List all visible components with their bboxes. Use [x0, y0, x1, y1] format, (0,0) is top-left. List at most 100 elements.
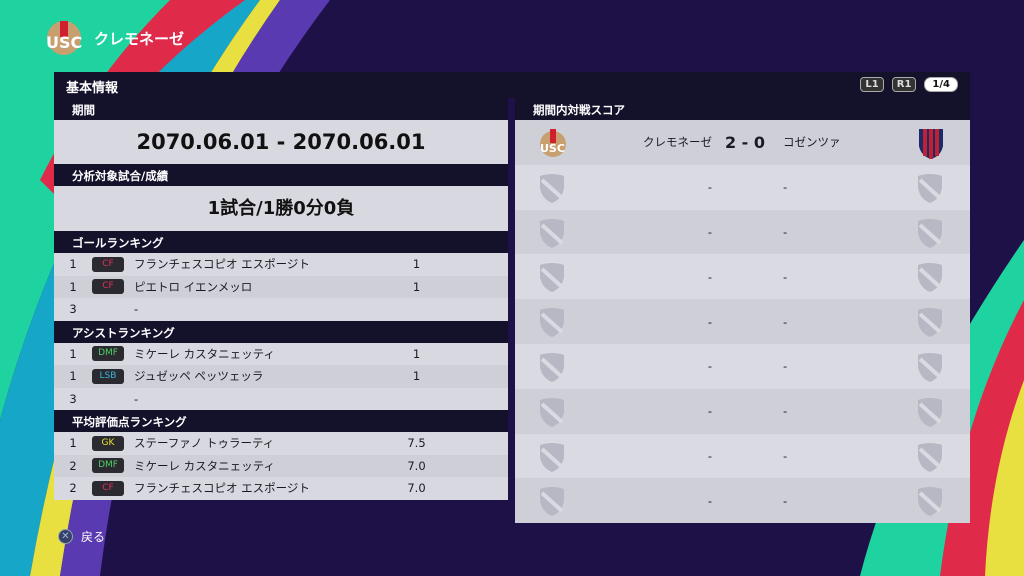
- rank: 2: [69, 481, 77, 496]
- match-row[interactable]: --: [515, 299, 970, 344]
- match-row[interactable]: --: [515, 343, 970, 389]
- match-row[interactable]: --: [515, 164, 970, 210]
- empty-crest-icon: [540, 487, 564, 517]
- ranking-value: 7.0: [407, 481, 426, 496]
- svg-text:USC: USC: [540, 142, 565, 155]
- home-team: -: [707, 180, 712, 195]
- home-team: -: [707, 269, 712, 284]
- home-team: -: [707, 493, 712, 508]
- player-name: ピエトロ イエンメッロ: [134, 279, 253, 294]
- player-name: ステーファノ トゥラーティ: [134, 436, 275, 451]
- home-team: -: [707, 314, 712, 329]
- match-scores-label: 期間内対戦スコア: [515, 98, 970, 120]
- position-badge: CF: [92, 256, 124, 272]
- home-team: -: [707, 359, 712, 374]
- ranking-value: 1: [412, 369, 421, 384]
- period-value: 2070.06.01 - 2070.06.01: [54, 120, 508, 164]
- empty-crest-icon: [540, 397, 564, 427]
- home-team: -: [707, 448, 712, 463]
- ranking-title: 平均評価点ランキング: [54, 410, 508, 432]
- cross-button-icon: ✕: [58, 529, 73, 544]
- home-team: -: [707, 224, 712, 239]
- match-row[interactable]: --: [515, 433, 970, 479]
- record-value: 1試合/1勝0分0負: [54, 186, 508, 231]
- empty-crest-icon: [540, 263, 564, 293]
- ranking-row: 1 LSB ジュゼッペ ペッツェッラ 1: [54, 365, 508, 388]
- ranking-title: ゴールランキング: [54, 231, 508, 253]
- ranking-row: 2 DMF ミケーレ カスタニェッティ 7.0: [54, 454, 508, 477]
- empty-crest-icon: [918, 442, 942, 472]
- empty-crest-icon: [540, 442, 564, 472]
- match-row[interactable]: --: [515, 478, 970, 524]
- player-name: -: [134, 391, 139, 406]
- ranking-row: 3-: [54, 387, 508, 410]
- position-badge: CF: [92, 480, 124, 496]
- match-row[interactable]: --: [515, 209, 970, 255]
- empty-crest-icon: [918, 397, 942, 427]
- player-name: ジュゼッペ ペッツェッラ: [134, 369, 264, 384]
- player-name: フランチェスコピオ エスポージト: [134, 481, 310, 496]
- empty-crest-icon: [918, 218, 942, 248]
- back-button[interactable]: ✕ 戻る: [58, 528, 105, 545]
- rank: 2: [69, 458, 77, 473]
- position-badge: LSB: [92, 368, 124, 384]
- r1-button[interactable]: R1: [891, 77, 917, 92]
- rank: 1: [69, 279, 77, 294]
- empty-crest-icon: [540, 218, 564, 248]
- empty-crest-icon: [540, 173, 564, 203]
- position-badge: GK: [92, 435, 124, 451]
- away-team: -: [783, 314, 788, 329]
- away-team: -: [783, 224, 788, 239]
- ranking-row: 3-: [54, 298, 508, 321]
- ranking-list: 1 GK ステーファノ トゥラーティ 7.5 2 DMF ミケーレ カスタニェッティ 7.0 2…: [54, 432, 508, 500]
- player-name: フランチェスコピオ エスポージト: [134, 257, 310, 272]
- cosenza-crest-icon: [919, 129, 943, 159]
- rank: 1: [69, 369, 77, 384]
- player-name: ミケーレ カスタニェッティ: [134, 346, 275, 361]
- empty-crest-icon: [540, 308, 564, 338]
- club-header: USC クレモネーゼ: [42, 18, 184, 58]
- ranking-row: 1 CF ピエトロ イエンメッロ 1: [54, 275, 508, 298]
- match-row[interactable]: --: [515, 254, 970, 300]
- ranking-row: 1 DMF ミケーレ カスタニェッティ 1: [54, 342, 508, 365]
- home-team: クレモネーゼ: [643, 135, 712, 150]
- record-label: 分析対象試合/成績: [54, 164, 508, 186]
- away-team: -: [783, 404, 788, 419]
- empty-crest-icon: [918, 308, 942, 338]
- position-badge: CF: [92, 279, 124, 295]
- period-label: 期間: [54, 98, 508, 120]
- rank: 1: [69, 436, 77, 451]
- page-indicator: 1/4: [924, 77, 958, 92]
- player-name: -: [134, 302, 139, 317]
- back-label: 戻る: [81, 530, 106, 544]
- rank: 1: [69, 257, 77, 272]
- cremonese-crest-icon: USC: [46, 21, 82, 55]
- empty-crest-icon: [918, 263, 942, 293]
- ranking-title: アシストランキング: [54, 320, 508, 343]
- empty-crest-icon: [918, 487, 942, 517]
- match-score: 2 - 0: [724, 132, 766, 152]
- ranking-row: 1 CF フランチェスコピオ エスポージト 1: [54, 253, 508, 276]
- empty-crest-icon: [918, 173, 942, 203]
- cremonese-crest-icon: USC: [540, 129, 566, 157]
- ranking-row: 1 GK ステーファノ トゥラーティ 7.5: [54, 432, 508, 455]
- l1-button[interactable]: L1: [860, 77, 884, 92]
- away-team: -: [783, 269, 788, 284]
- ranking-value: 7.0: [407, 458, 426, 473]
- ranking-row: 2 CF フランチェスコピオ エスポージト 7.0: [54, 477, 508, 500]
- away-team: -: [783, 448, 788, 463]
- ranking-value: 7.5: [407, 436, 426, 451]
- away-team: -: [783, 493, 788, 508]
- away-team: コゼンツァ: [783, 135, 841, 150]
- rank: 3: [69, 391, 77, 406]
- away-team: -: [783, 180, 788, 195]
- rank: 3: [69, 302, 77, 317]
- empty-crest-icon: [540, 352, 564, 382]
- ranking-value: 1: [412, 257, 421, 272]
- ranking-list: 1 CF フランチェスコピオ エスポージト 1 1 CF ピエトロ イエンメッロ 1 3-: [54, 253, 508, 321]
- match-row[interactable]: --: [515, 388, 970, 434]
- ranking-list: 1 DMF ミケーレ カスタニェッティ 1 1 LSB ジュゼッペ ペッツェッラ 1 3-: [54, 342, 508, 410]
- position-badge: DMF: [92, 458, 124, 474]
- match-row[interactable]: USC クレモネーゼ 2 - 0 コゼンツァ: [515, 120, 970, 165]
- ranking-value: 1: [412, 346, 421, 361]
